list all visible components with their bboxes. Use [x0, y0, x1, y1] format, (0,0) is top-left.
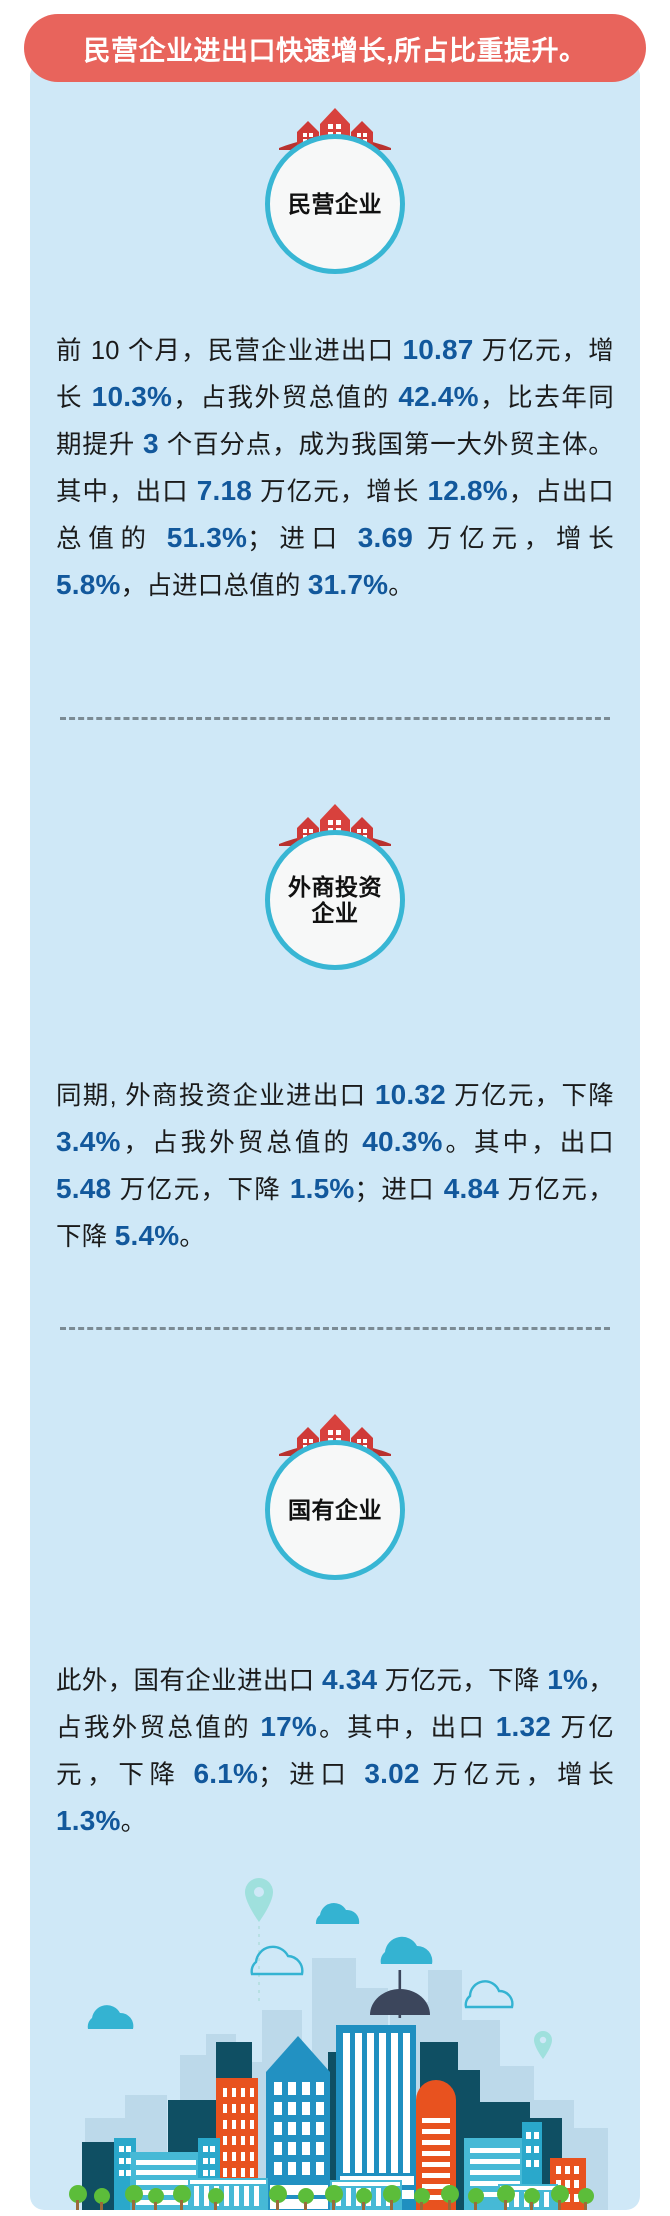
map-pin-icon: [245, 1878, 273, 2002]
badge-label: 国有企业: [288, 1497, 382, 1523]
dashed-line: [60, 1327, 610, 1330]
dashed-line: [60, 717, 610, 720]
header-banner: 民营企业进出口快速增长,所占比重提升。: [24, 14, 646, 82]
city-skyline-illustration: [69, 1878, 608, 2210]
paragraph-text: 前 10 个月，民营企业进出口 10.87 万亿元，增长 10.3%，占我外贸总…: [56, 334, 614, 600]
page-title: 民营企业进出口快速增长,所占比重提升。: [83, 35, 587, 66]
section-badge-private: 民营企业: [30, 108, 640, 274]
section-badge-state-owned: 国有企业: [30, 1414, 640, 1580]
cloud-icon: [464, 1980, 514, 2009]
orange-building-right: [416, 2080, 456, 2210]
section-paragraph-foreign: 同期, 外商投资企业进出口 10.32 万亿元，下降 3.4%，占我外贸总值的 …: [30, 1072, 640, 1260]
tree-row: [69, 2185, 594, 2210]
cloud-icon: [250, 1945, 304, 1976]
paragraph-text: 同期, 外商投资企业进出口 10.32 万亿元，下降 3.4%，占我外贸总值的 …: [56, 1079, 614, 1251]
badge-label: 外商投资 企业: [288, 874, 382, 926]
dome-tower: [370, 1970, 430, 2018]
badge-label: 民营企业: [288, 191, 382, 217]
section-divider-1: [30, 717, 640, 720]
peaked-tower: [266, 2036, 330, 2210]
map-pin-icon: [534, 2031, 552, 2059]
cloud-icon: [380, 1936, 433, 1964]
badge-circle: 民营企业: [265, 134, 405, 274]
cloud-icon: [315, 1902, 360, 1924]
paragraph-text: 此外，国有企业进出口 4.34 万亿元，下降 1%，占我外贸总值的 17%。其中…: [56, 1664, 614, 1836]
badge-circle: 外商投资 企业: [265, 830, 405, 970]
cloud-icon: [87, 2005, 134, 2029]
section-paragraph-state-owned: 此外，国有企业进出口 4.34 万亿元，下降 1%，占我外贸总值的 17%。其中…: [30, 1657, 640, 1845]
content-card: 民营企业 前 10 个月，民营企业进出口 10.87 万亿元，增长 10.3%，…: [30, 62, 640, 2210]
section-badge-foreign: 外商投资 企业: [30, 804, 640, 970]
section-divider-2: [30, 1327, 640, 1330]
section-paragraph-private: 前 10 个月，民营企业进出口 10.87 万亿元，增长 10.3%，占我外贸总…: [30, 327, 640, 609]
badge-circle: 国有企业: [265, 1440, 405, 1580]
